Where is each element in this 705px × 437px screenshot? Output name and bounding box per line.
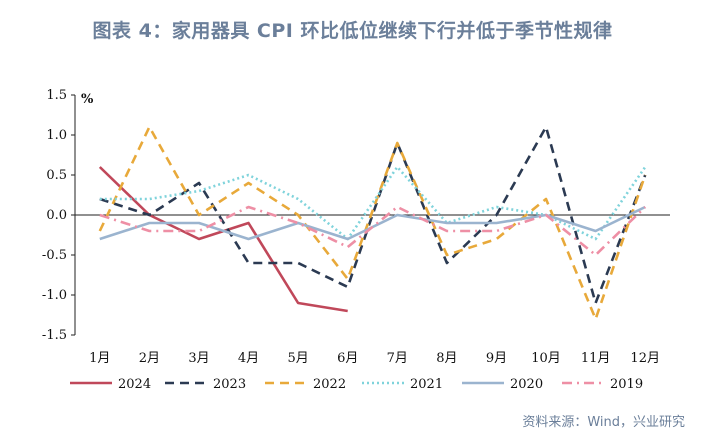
legend-label-2023: 2023 bbox=[213, 377, 246, 392]
source-note: 资料来源：Wind，兴业研究 bbox=[522, 415, 685, 430]
x-tick-label: 8月 bbox=[436, 351, 457, 366]
y-tick-label: -0.5 bbox=[42, 248, 67, 263]
series-line-2019 bbox=[99, 205, 647, 257]
x-tick-label: 11月 bbox=[581, 351, 611, 366]
x-tick-label: 5月 bbox=[287, 351, 308, 366]
x-tick-label: 6月 bbox=[337, 351, 358, 366]
y-tick-label: 0.5 bbox=[46, 168, 67, 183]
legend-label-2019: 2019 bbox=[610, 377, 643, 392]
x-tick-label: 9月 bbox=[486, 351, 507, 366]
series-line-2022 bbox=[98, 125, 647, 321]
x-tick-label: 1月 bbox=[89, 351, 110, 366]
unit-label: % bbox=[81, 92, 94, 107]
x-tick-label: 7月 bbox=[387, 351, 408, 366]
legend-label-2021: 2021 bbox=[410, 377, 443, 392]
chart-title: 图表 4：家用器具 CPI 环比低位继续下行并低于季节性规律 bbox=[92, 20, 613, 42]
legend-label-2022: 2022 bbox=[313, 377, 346, 392]
y-tick-label: -1.0 bbox=[42, 288, 67, 303]
y-tick-label: -1.5 bbox=[42, 328, 67, 343]
series-line-2021 bbox=[99, 165, 647, 241]
x-tick-label: 10月 bbox=[531, 351, 561, 366]
series-line-2024 bbox=[98, 166, 348, 313]
x-tick-label: 3月 bbox=[188, 351, 209, 366]
y-tick-label: 0.0 bbox=[46, 208, 67, 223]
x-tick-label: 12月 bbox=[630, 351, 660, 366]
y-tick-label: 1.5 bbox=[46, 88, 67, 103]
legend-label-2020: 2020 bbox=[510, 377, 543, 392]
x-tick-label: 2月 bbox=[139, 351, 160, 366]
y-tick-label: 1.0 bbox=[46, 128, 67, 143]
legend-label-2024: 2024 bbox=[118, 377, 151, 392]
x-tick-label: 4月 bbox=[238, 351, 259, 366]
